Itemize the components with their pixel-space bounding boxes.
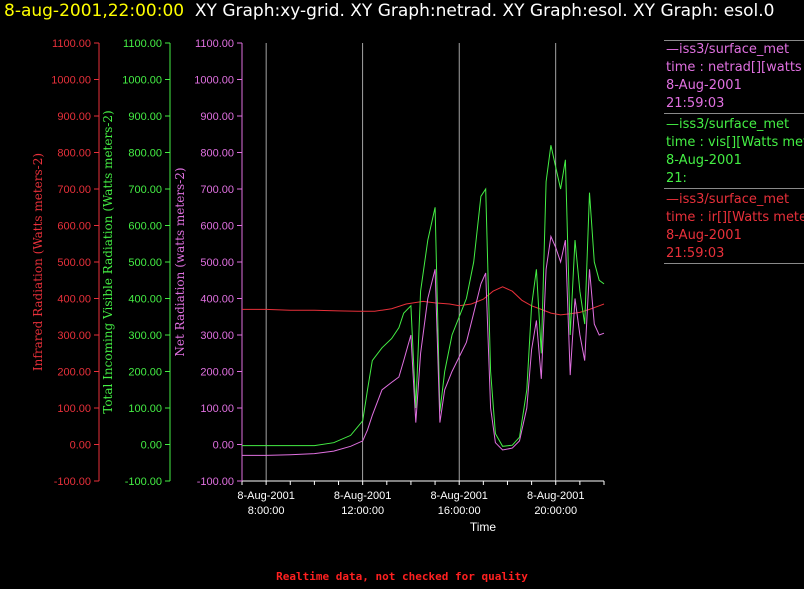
vis-y-tick-label-1: 1000.00: [122, 75, 162, 87]
ir-y-axis-label: Infrared Radiation (Watts meters-2): [31, 153, 45, 371]
ir-y-tick-label-4: 700.00: [57, 184, 91, 196]
legend-ir-line2: time : ir[][Watts meters: [666, 210, 804, 225]
netrad-y-axis-label: Net Radiation (watts meters-2): [173, 167, 187, 356]
legend-ir-line1: —iss3/surface_met: [666, 192, 790, 207]
netrad-y-tick-label-1: 1000.00: [194, 75, 234, 87]
vis-y-tick-label-0: 1100.00: [123, 38, 162, 50]
window-title: 8-aug-2001,22:00:00 XY Graph:xy-grid. XY…: [4, 0, 800, 23]
x-tick-time-3: 20:00:00: [534, 505, 577, 517]
x-axis-label: Time: [470, 520, 497, 534]
series-ir-line: [242, 286, 605, 316]
netrad-y-tick-label-6: 500.00: [200, 257, 234, 269]
title-graphs: XY Graph:xy-grid. XY Graph:netrad. XY Gr…: [194, 1, 775, 21]
vis-y-tick-label-3: 800.00: [128, 148, 162, 160]
legend-ir-line3: 8-Aug-2001: [666, 228, 742, 243]
x-tick-date-3: 8-Aug-2001: [527, 490, 585, 502]
ir-y-tick-label-6: 500.00: [57, 257, 91, 269]
legend-vis-line1: —iss3/surface_met: [666, 117, 790, 132]
vis-y-tick-label-8: 300.00: [128, 330, 162, 342]
ir-y-tick-label-10: 100.00: [57, 403, 91, 415]
netrad-y-tick-label-10: 100.00: [200, 403, 234, 415]
netrad-y-tick-label-7: 400.00: [200, 294, 234, 306]
vis-y-tick-label-11: 0.00: [141, 440, 162, 452]
legend-entry-vis: —iss3/surface_met time : vis[][Watts met…: [664, 116, 804, 189]
legend-netrad-line1: —iss3/surface_met: [666, 42, 790, 57]
legend-netrad-line2: time : netrad[][watts me: [666, 60, 804, 75]
legend-vis-line4: 21:: [666, 171, 687, 186]
series-vis-line: [242, 145, 605, 447]
netrad-y-tick-label-12: -100.00: [197, 476, 234, 488]
x-tick-time-2: 16:00:00: [438, 505, 481, 517]
ir-y-tick-label-12: -100.00: [54, 476, 91, 488]
legend-entry-netrad: —iss3/surface_met time : netrad[][watts …: [664, 40, 804, 114]
ir-y-tick-label-9: 200.00: [57, 367, 91, 379]
netrad-y-tick-label-8: 300.00: [200, 330, 234, 342]
legend-netrad-line4: 21:59:03: [666, 96, 725, 111]
vis-y-tick-label-7: 400.00: [128, 294, 162, 306]
quality-note: Realtime data, not checked for quality: [276, 570, 528, 583]
netrad-y-tick-label-3: 800.00: [200, 148, 234, 160]
vis-y-tick-label-10: 100.00: [128, 403, 162, 415]
netrad-y-tick-label-11: 0.00: [213, 440, 234, 452]
legend-entry-ir: —iss3/surface_met time : ir[][Watts mete…: [664, 191, 804, 264]
x-tick-time-0: 8:00:00: [248, 505, 285, 517]
axes: 8-Aug-2001 8:00:00 8-Aug-2001 12:00:00 8-Aug…: [31, 38, 605, 534]
vis-y-tick-label-4: 700.00: [128, 184, 162, 196]
legend-netrad-line3: 8-Aug-2001: [666, 78, 742, 93]
ir-y-tick-label-5: 600.00: [57, 221, 91, 233]
grid-lines: [265, 43, 557, 481]
x-tick-time-1: 12:00:00: [341, 505, 384, 517]
netrad-y-tick-label-2: 900.00: [200, 111, 234, 123]
x-tick-date-0: 8-Aug-2001: [237, 490, 295, 502]
series-lines: [242, 145, 605, 456]
ir-y-tick-label-2: 900.00: [57, 111, 91, 123]
title-timestamp: 8-aug-2001,22:00:00: [4, 1, 185, 21]
vis-y-tick-label-12: -100.00: [125, 476, 162, 488]
netrad-y-tick-label-5: 600.00: [200, 221, 234, 233]
ir-y-tick-label-7: 400.00: [57, 294, 91, 306]
ir-y-tick-label-0: 1100.00: [52, 38, 91, 50]
ir-y-tick-label-3: 800.00: [57, 148, 91, 160]
netrad-y-tick-label-4: 700.00: [200, 184, 234, 196]
vis-y-tick-label-5: 600.00: [128, 221, 162, 233]
vis-y-tick-label-9: 200.00: [128, 367, 162, 379]
series-netrad-line: [242, 234, 605, 456]
netrad-y-tick-label-9: 200.00: [200, 367, 234, 379]
netrad-y-tick-label-0: 1100.00: [195, 38, 234, 50]
vis-y-axis-label: Total Incoming Visible Radiation (Watts …: [101, 110, 115, 414]
legend-ir-line4: 21:59:03: [666, 246, 725, 261]
ir-y-tick-label-11: 0.00: [70, 440, 91, 452]
legend: —iss3/surface_met time : netrad[][watts …: [664, 40, 804, 266]
x-tick-date-1: 8-Aug-2001: [334, 490, 392, 502]
legend-vis-line2: time : vis[][Watts meter: [666, 135, 804, 150]
ir-y-tick-label-8: 300.00: [57, 330, 91, 342]
vis-y-tick-label-6: 500.00: [128, 257, 162, 269]
x-tick-date-2: 8-Aug-2001: [430, 490, 488, 502]
vis-y-tick-label-2: 900.00: [128, 111, 162, 123]
legend-vis-line3: 8-Aug-2001: [666, 153, 742, 168]
ir-y-tick-label-1: 1000.00: [51, 75, 91, 87]
